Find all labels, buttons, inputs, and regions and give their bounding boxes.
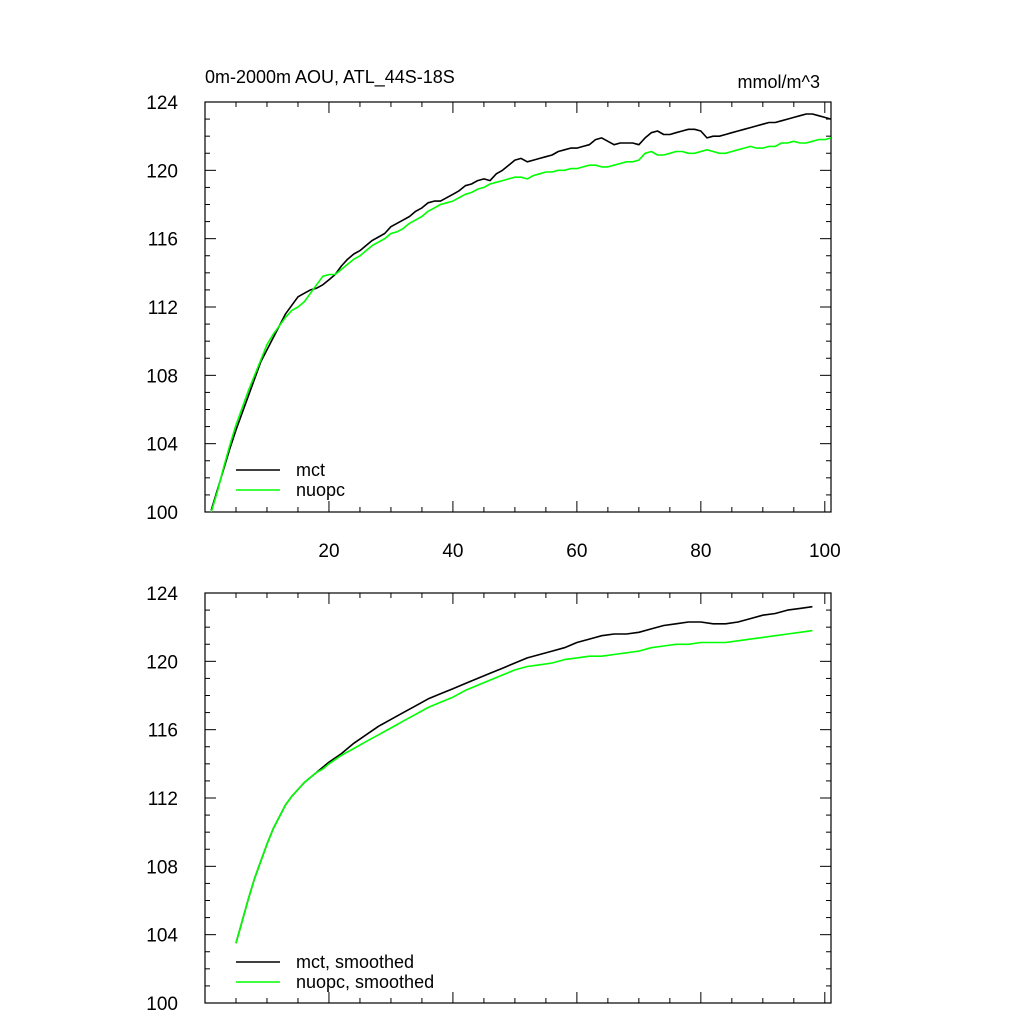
y-tick-label: 100 — [146, 503, 178, 524]
y-tick-label: 104 — [146, 926, 178, 947]
y-tick-label: 116 — [148, 230, 178, 251]
y-tick-label: 108 — [146, 857, 178, 878]
y-tick-label: 120 — [146, 652, 178, 673]
y-tick-label: 120 — [146, 161, 178, 182]
y-tick-label: 100 — [146, 994, 178, 1015]
y-tick-label: 124 — [146, 584, 178, 605]
series-line-mct — [210, 113, 832, 511]
series-line-nuopc-smoothed — [235, 629, 813, 944]
legend-label: mct — [296, 460, 325, 480]
series-line-mct-smoothed — [235, 605, 813, 944]
legend-label: nuopc, smoothed — [296, 972, 434, 992]
x-tick-label: 80 — [690, 541, 711, 562]
x-tick-label: 100 — [809, 541, 841, 562]
plot-frame — [204, 592, 832, 1004]
series-line-nuopc — [210, 137, 832, 513]
x-tick-label: 20 — [318, 541, 339, 562]
y-tick-label: 108 — [146, 366, 178, 387]
y-tick-label: 116 — [148, 721, 178, 742]
units-label: mmol/m^3 — [738, 72, 820, 92]
y-tick-label: 124 — [146, 93, 178, 114]
y-tick-label: 112 — [148, 298, 178, 319]
chart-title: 0m-2000m AOU, ATL_44S-18S — [205, 67, 455, 88]
y-tick-label: 112 — [148, 789, 178, 810]
x-tick-label: 60 — [566, 541, 587, 562]
legend-label: nuopc — [296, 480, 345, 500]
y-tick-label: 104 — [146, 435, 178, 456]
bottom-panel: 100 104 108 112 116 120 124 mct, smoothednuopc,… — [146, 584, 832, 1015]
x-tick-label: 40 — [442, 541, 463, 562]
legend-label: mct, smoothed — [296, 952, 414, 972]
